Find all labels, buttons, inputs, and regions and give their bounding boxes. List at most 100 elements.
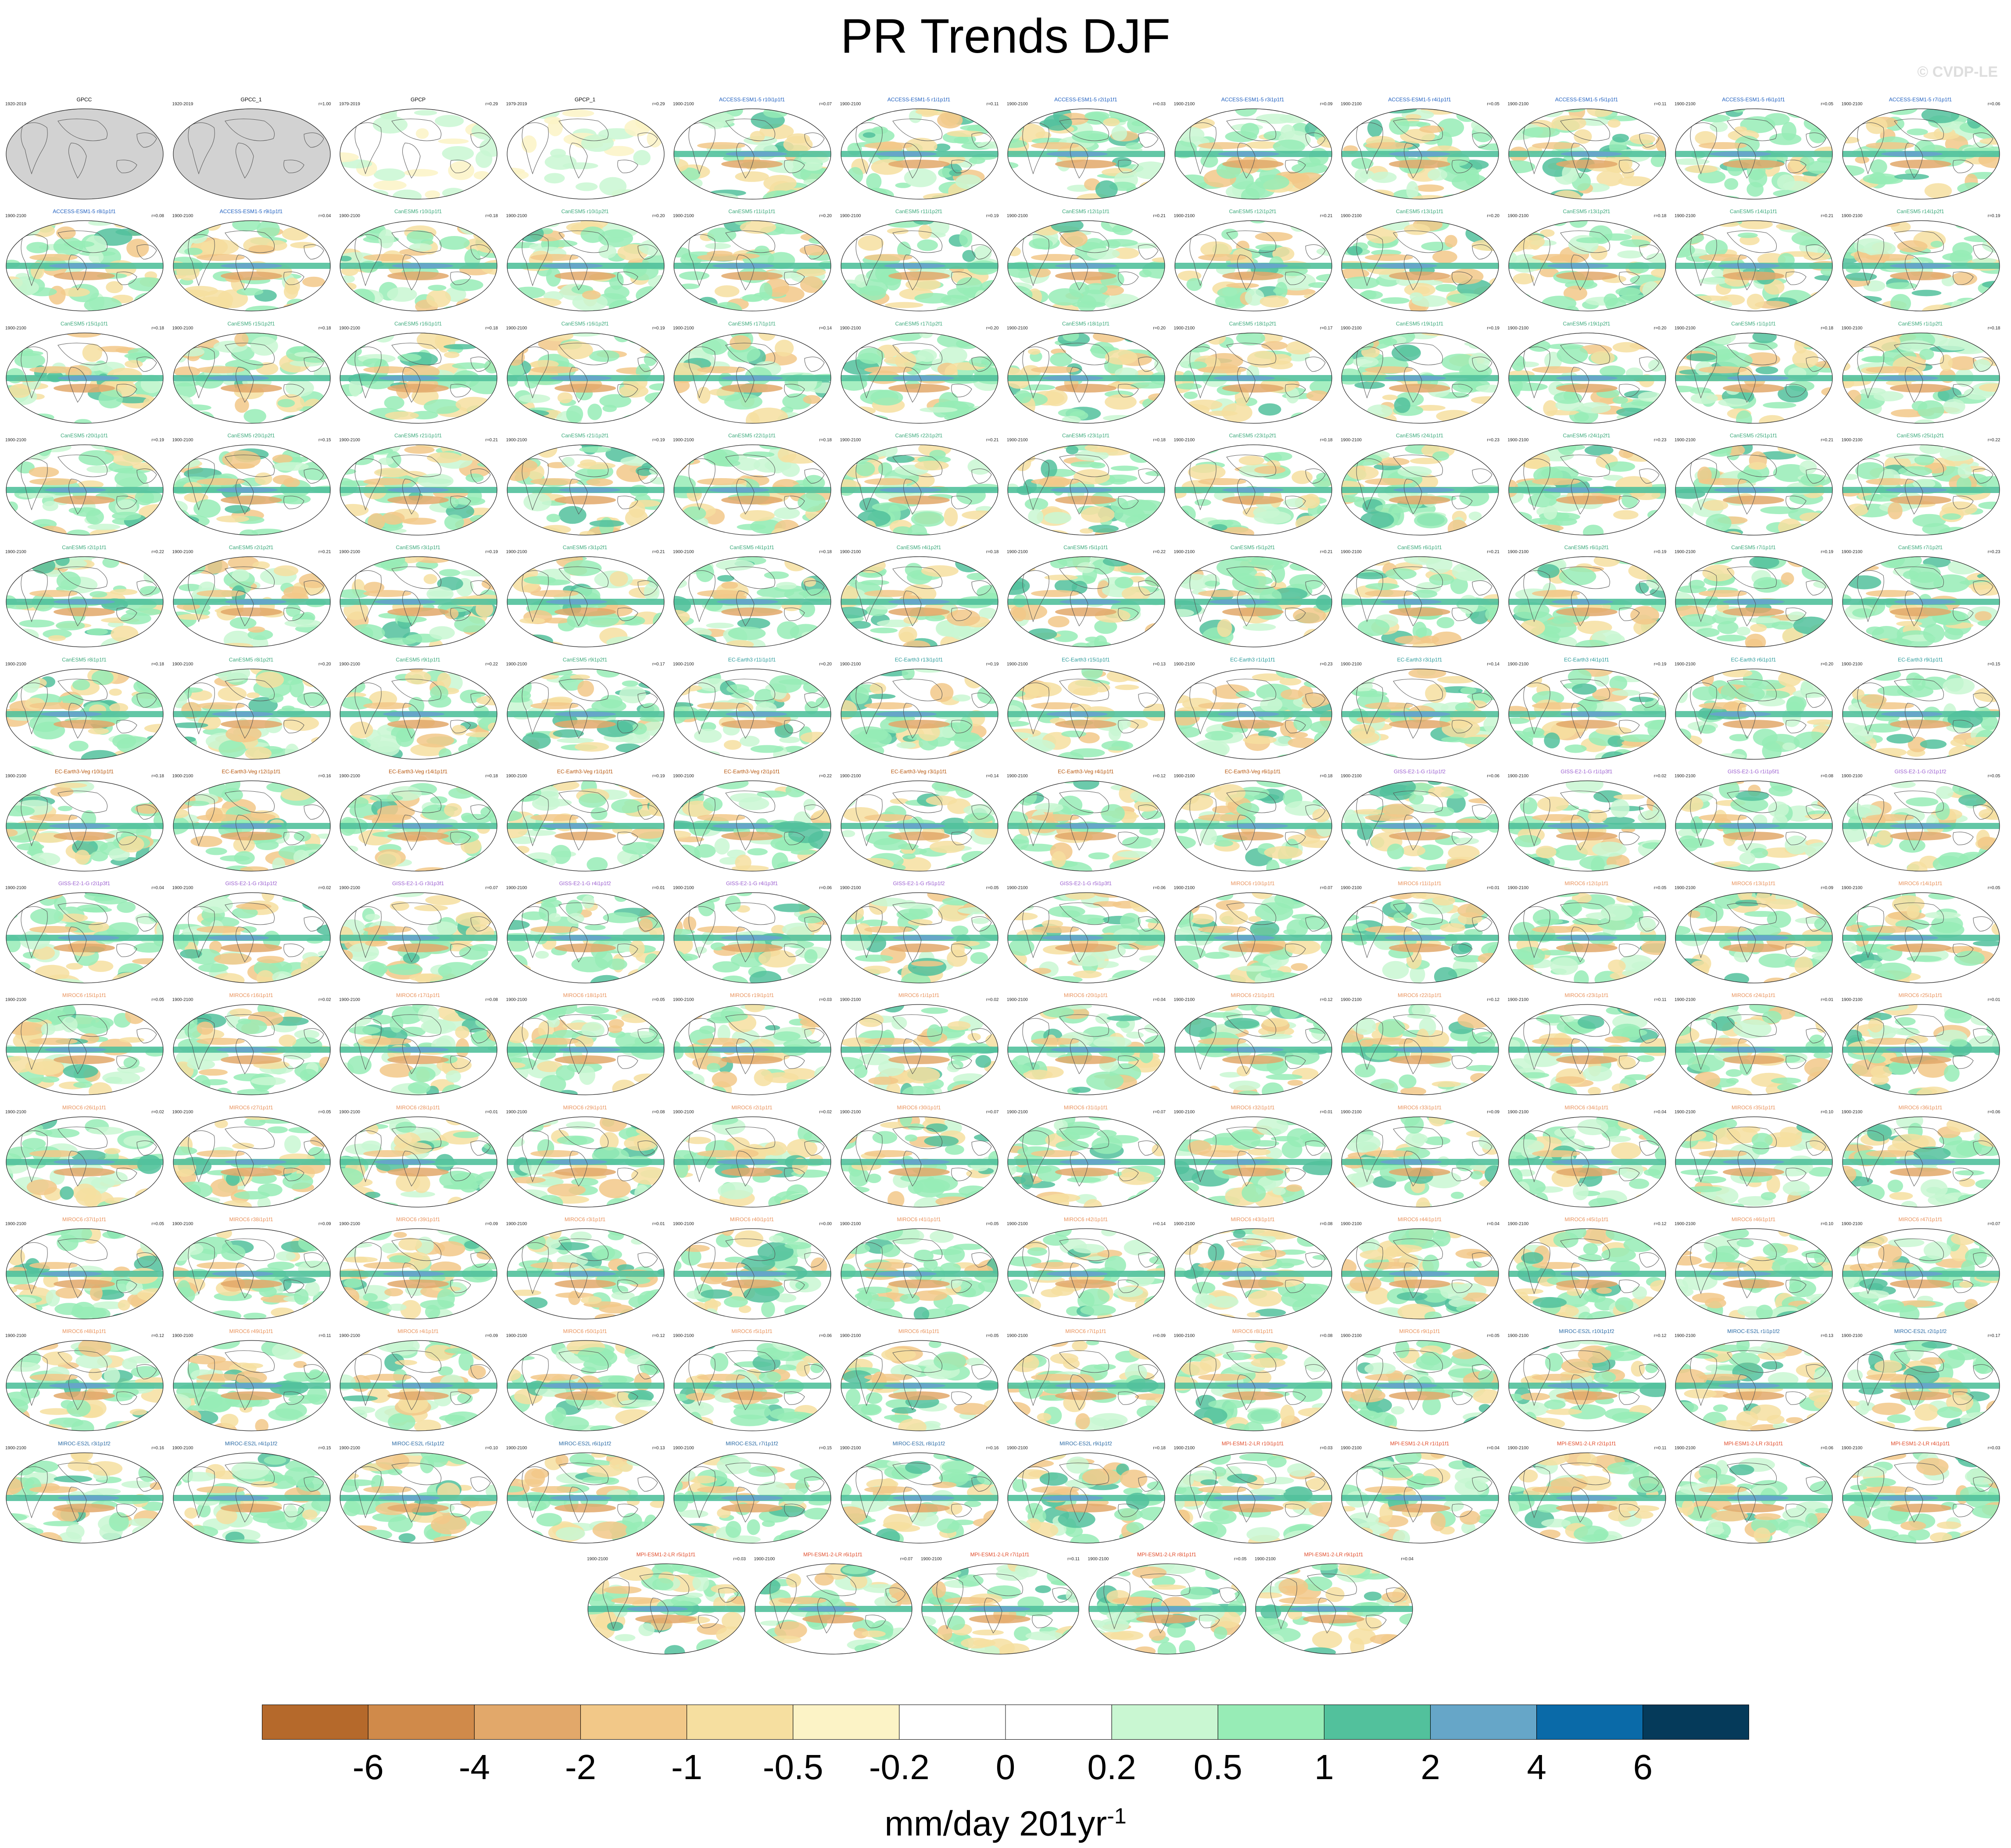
panel-map [1007,1004,1165,1095]
panel-map [6,668,164,760]
panel-map [587,1563,745,1655]
panel-title: MIROC6 r11i1p1f1 [1398,880,1442,887]
panel-title: CanESM5 r25i1p2f1 [1896,432,1944,439]
panel-years: 1900-2100 [1007,773,1028,779]
panel-title: MIROC6 r12i1p1f1 [1564,880,1609,887]
panel-pattern-correlation: r=0.17 [652,661,665,667]
panel-pattern-correlation: r=0.10 [1821,1222,1833,1226]
panel-years: 1900-2100 [506,550,527,555]
panel-years: 1900-2100 [1841,214,1863,219]
panel-years: 1900-2100 [1841,550,1863,555]
panel-map [506,444,665,536]
colorbar-tick-label: -2 [565,1748,596,1787]
panel-title: MIROC6 r8i1p1f1 [1232,1328,1274,1335]
panel-map [6,220,164,311]
map-panel: MIROC6 r10i1p1f1 1900-2100 r=0.07 [1171,879,1335,989]
panel-years: 1900-2100 [5,1222,26,1226]
panel-pattern-correlation: r=0.04 [318,214,331,219]
panel-title: ACCESS-ESM1-5 r3i1p1f1 [1221,97,1285,103]
panel-map [1007,1116,1165,1208]
panel-title: MIROC6 r35i1p1f1 [1731,1104,1776,1111]
panel-title: MIROC6 r4i1p1f1 [397,1328,439,1335]
panel-map [840,220,998,311]
panel-map [1842,556,2000,647]
panel-map [172,1340,331,1431]
map-panel: CanESM5 r11i1p2f1 1900-2100 r=0.19 [837,207,1001,317]
panel-pattern-correlation: r=0.04 [1401,1557,1413,1562]
panel-pattern-correlation: r=0.22 [1153,550,1166,555]
panel-title: ACCESS-ESM1-5 r5i1p1f1 [1555,97,1618,103]
panel-map [673,1340,831,1431]
panel-title: MPI-ESM1-2-LR r5i1p1f1 [636,1551,696,1558]
panel-pattern-correlation: r=0.21 [1821,214,1833,219]
panel-title: CanESM5 r25i1p1f1 [1729,432,1778,439]
panel-title: CanESM5 r22i1p1f1 [728,432,776,439]
panel-title: CanESM5 r5i1p1f1 [1063,544,1108,551]
panel-years: 1900-2100 [673,437,694,443]
panel-pattern-correlation: r=0.18 [485,773,498,779]
panel-map [1675,444,1833,536]
map-panel: CanESM5 r17i1p1f1 1900-2100 r=0.14 [670,320,834,429]
panel-years: 1900-2100 [1507,214,1529,219]
map-panel: ACCESS-ESM1-5 r6i1p1f1 1900-2100 r=0.05 [1672,96,1835,205]
panel-map [1675,108,1833,200]
map-panel: MIROC6 r26i1p1f1 1900-2100 r=0.02 [3,1104,166,1213]
panel-title: MIROC6 r45i1p1f1 [1564,1216,1609,1222]
panel-pattern-correlation: r=0.02 [1653,773,1667,779]
map-panel: ACCESS-ESM1-5 r1i1p1f1 1900-2100 r=0.11 [837,96,1001,205]
panel-pattern-correlation: r=0.18 [1987,325,2000,331]
panel-title: CanESM5 r14i1p2f1 [1896,208,1944,215]
panel-title: EC-Earth3 r3i1p1f1 [1397,656,1442,663]
panel-years: 1900-2100 [840,997,861,1003]
panel-years: 1900-2100 [754,1557,775,1562]
panel-title: MIROC6 r37i1p1f1 [62,1216,107,1222]
map-panel-grid: GPCC 1920-2019 GPCC_1 1920-2019 r=1.00 GPCP 19… [3,96,2002,1655]
panel-title: MIROC6 r32i1p1f1 [1231,1104,1275,1111]
panel-map [506,1116,665,1208]
panel-years: 1900-2100 [339,1445,360,1451]
map-panel: MIROC6 r25i1p1f1 1900-2100 r=0.01 [1839,991,2002,1101]
panel-map [1508,1340,1666,1431]
panel-map [840,668,998,760]
panel-pattern-correlation: r=0.05 [1487,102,1499,107]
panel-years: 1900-2100 [172,997,193,1003]
panel-years: 1900-2100 [840,325,861,331]
panel-pattern-correlation: r=0.22 [485,661,498,667]
panel-years: 1900-2100 [1341,886,1362,891]
map-panel: CanESM5 r4i1p2f1 1900-2100 r=0.18 [837,543,1001,653]
panel-map [6,1340,164,1431]
panel-map [340,1452,497,1544]
map-panel: MIROC6 r40i1p1f1 1900-2100 r=0.00 [670,1215,834,1325]
panel-years: 1900-2100 [506,997,527,1003]
panel-years: 1900-2100 [506,1445,527,1451]
panel-years: 1900-2100 [1174,997,1195,1003]
panel-years: 1900-2100 [1174,214,1195,219]
map-panel: GISS-E2-1-G r4i1p3f1 1900-2100 r=0.06 [670,879,834,989]
panel-pattern-correlation: r=0.22 [151,550,164,555]
panel-title: CanESM5 r17i1p1f1 [728,320,776,327]
panel-map [1341,1116,1499,1208]
panel-years: 1900-2100 [5,997,26,1003]
panel-years: 1900-2100 [339,997,360,1003]
panel-map [340,892,497,983]
colorbar-tick-label: -0.5 [762,1748,823,1787]
panel-title: CanESM5 r22i1p2f1 [895,432,943,439]
panel-pattern-correlation: r=0.19 [986,214,999,219]
panel-pattern-correlation: r=0.21 [1821,437,1833,443]
panel-title: GISS-E2-1-G r1i1p5f1 [1727,768,1780,775]
panel-pattern-correlation: r=0.12 [151,1333,164,1339]
panel-pattern-correlation: r=0.09 [485,1333,498,1339]
map-panel: EC-Earth3 r4i1p1f1 1900-2100 r=0.19 [1505,656,1668,765]
panel-years: 1900-2100 [339,1109,360,1115]
panel-map [1341,332,1499,424]
panel-title: CanESM5 r9i1p1f1 [396,656,440,663]
panel-pattern-correlation: r=0.22 [819,773,832,779]
panel-map [6,1116,164,1208]
panel-years: 1900-2100 [1675,550,1696,555]
map-panel: CanESM5 r23i1p1f1 1900-2100 r=0.18 [1004,432,1167,541]
panel-years: 1900-2100 [5,886,26,891]
panel-years: 1900-2100 [172,773,193,779]
panel-years: 1900-2100 [339,661,360,667]
panel-pattern-correlation: r=0.05 [1821,102,1833,107]
panel-map [1508,1004,1666,1095]
